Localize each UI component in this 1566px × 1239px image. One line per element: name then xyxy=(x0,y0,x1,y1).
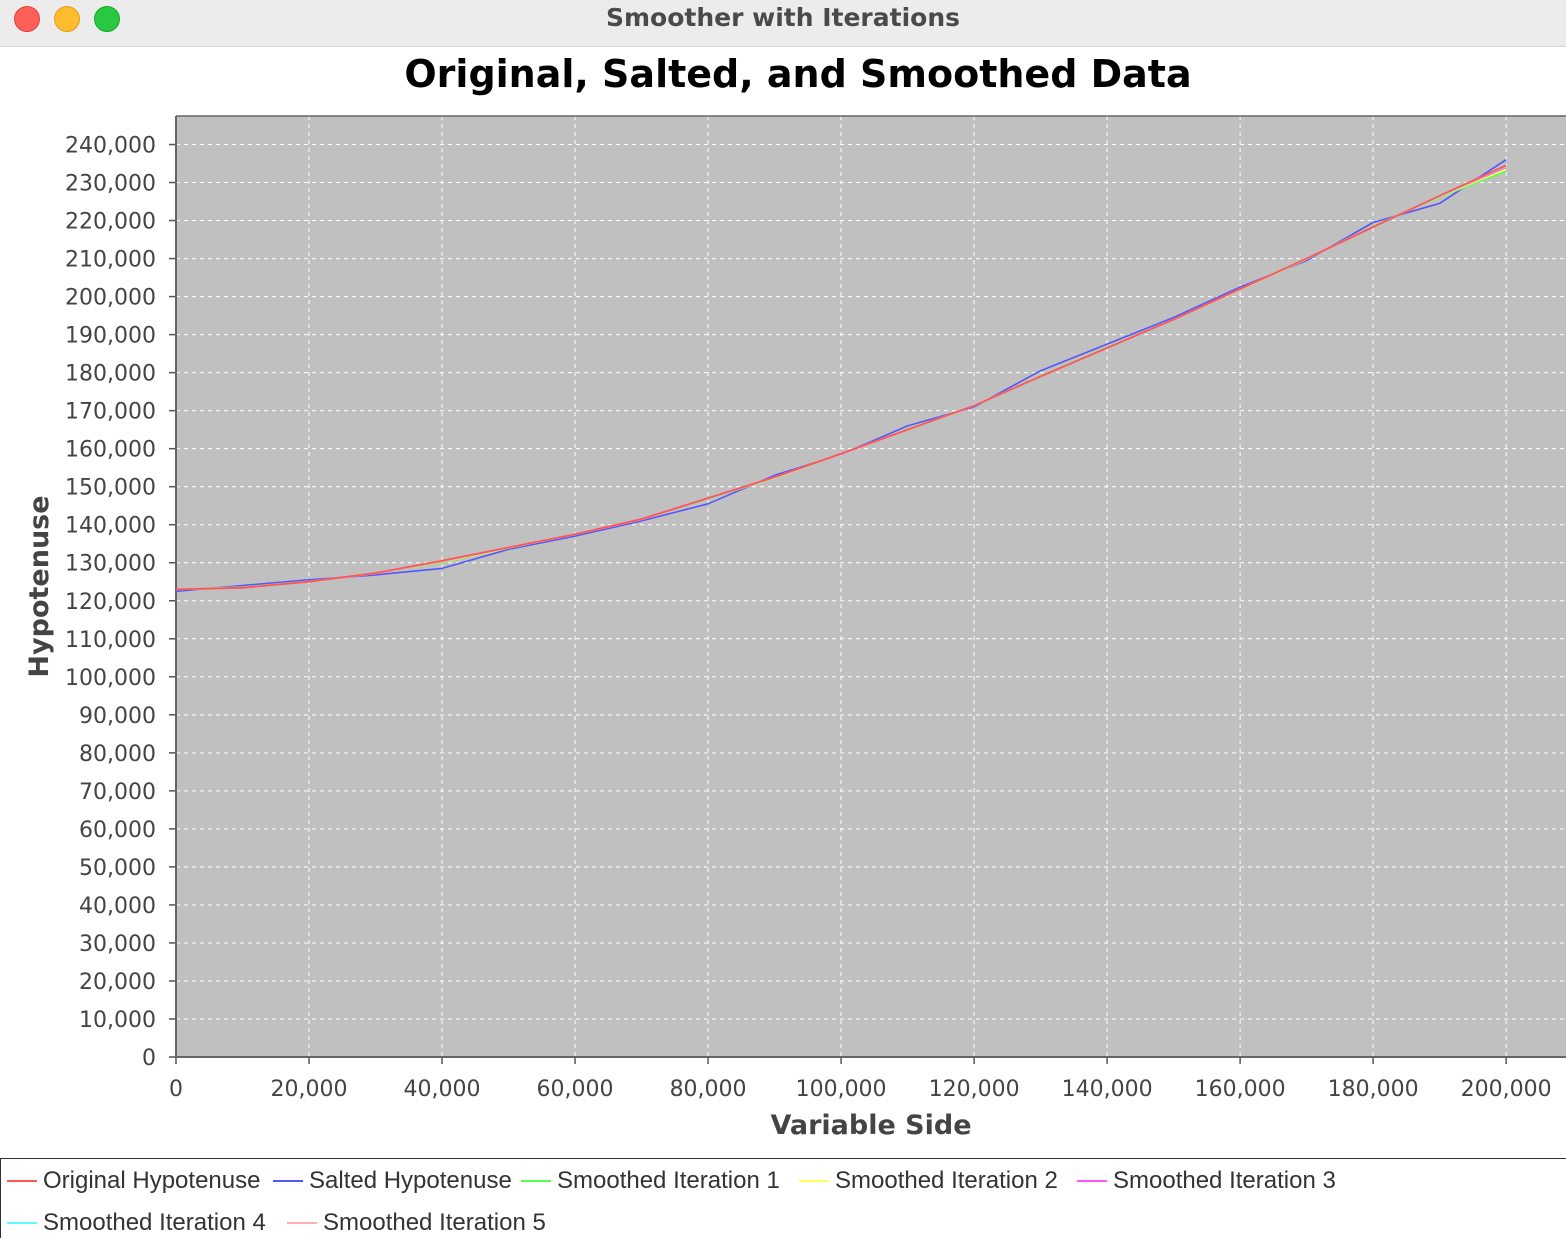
legend-swatch xyxy=(287,1222,317,1224)
y-tick-label: 210,000 xyxy=(65,248,156,273)
legend-item: Original Hypotenuse xyxy=(7,1165,260,1197)
y-tick-label: 160,000 xyxy=(65,438,156,463)
x-tick-label: 40,000 xyxy=(404,1077,481,1102)
y-tick-label: 180,000 xyxy=(65,362,156,387)
y-tick-label: 50,000 xyxy=(79,856,156,881)
legend-label: Original Hypotenuse xyxy=(43,1167,261,1194)
y-tick-label: 200,000 xyxy=(65,286,156,311)
legend-label: Smoothed Iteration 4 xyxy=(43,1209,266,1236)
legend-item: Smoothed Iteration 3 xyxy=(1077,1165,1336,1197)
y-tick-label: 0 xyxy=(142,1046,156,1071)
x-axis-label: Variable Side xyxy=(770,1110,971,1141)
legend-label: Smoothed Iteration 5 xyxy=(323,1209,546,1236)
y-tick-label: 150,000 xyxy=(65,476,156,501)
x-tick-label: 80,000 xyxy=(670,1077,747,1102)
minimize-window-button[interactable] xyxy=(54,6,80,32)
series-line-1 xyxy=(175,164,1507,591)
window-titlebar: Smoother with Iterations xyxy=(0,0,1566,47)
y-tick-label: 40,000 xyxy=(79,894,156,919)
chart-legend: Original Hypotenuse Salted Hypotenuse Smoo… xyxy=(0,1158,1566,1238)
legend-label: Smoothed Iteration 3 xyxy=(1113,1167,1336,1194)
legend-item: Smoothed Iteration 5 xyxy=(287,1207,546,1239)
y-tick-label: 230,000 xyxy=(65,172,156,197)
legend-item: Smoothed Iteration 4 xyxy=(7,1207,266,1239)
legend-label: Salted Hypotenuse xyxy=(309,1167,512,1194)
x-tick-label: 160,000 xyxy=(1195,1077,1286,1102)
legend-item: Smoothed Iteration 2 xyxy=(799,1165,1058,1197)
plot-area xyxy=(176,116,1566,1057)
legend-swatch xyxy=(521,1180,551,1182)
y-tick-label: 170,000 xyxy=(65,400,156,425)
x-tick-label: 60,000 xyxy=(537,1077,614,1102)
y-tick-label: 70,000 xyxy=(79,780,156,805)
y-tick-label: 20,000 xyxy=(79,970,156,995)
legend-label: Smoothed Iteration 1 xyxy=(557,1167,780,1194)
legend-swatch xyxy=(7,1180,37,1182)
y-tick-label: 100,000 xyxy=(65,666,156,691)
maximize-window-button[interactable] xyxy=(94,6,120,32)
close-window-button[interactable] xyxy=(14,6,40,32)
y-tick-label: 90,000 xyxy=(79,704,156,729)
x-tick-label: 140,000 xyxy=(1062,1077,1153,1102)
x-tick-label: 180,000 xyxy=(1328,1077,1419,1102)
legend-swatch xyxy=(799,1180,829,1182)
legend-item: Salted Hypotenuse xyxy=(273,1165,512,1197)
x-tick-label: 0 xyxy=(169,1077,183,1102)
y-tick-label: 120,000 xyxy=(65,590,156,615)
legend-item: Smoothed Iteration 1 xyxy=(521,1165,780,1197)
y-tick-label: 80,000 xyxy=(79,742,156,767)
x-tick-label: 100,000 xyxy=(796,1077,887,1102)
y-axis-label: Hypotenuse xyxy=(24,495,55,677)
chart-title: Original, Salted, and Smoothed Data xyxy=(404,52,1192,96)
legend-swatch xyxy=(7,1222,37,1224)
x-tick-label: 20,000 xyxy=(271,1077,348,1102)
y-tick-label: 220,000 xyxy=(65,210,156,235)
legend-swatch xyxy=(1077,1180,1107,1182)
legend-label: Smoothed Iteration 2 xyxy=(835,1167,1058,1194)
y-tick-label: 140,000 xyxy=(65,514,156,539)
y-tick-label: 110,000 xyxy=(65,628,156,653)
x-tick-label: 200,000 xyxy=(1461,1077,1552,1102)
y-tick-label: 60,000 xyxy=(79,818,156,843)
y-tick-label: 10,000 xyxy=(79,1008,156,1033)
legend-swatch xyxy=(273,1180,303,1182)
y-tick-label: 190,000 xyxy=(65,324,156,349)
window-title: Smoother with Iterations xyxy=(605,3,961,32)
line-chart: 0 10,000 20,000 30,000 40,000 50,000 60,000 70,… xyxy=(24,115,1566,1141)
y-tick-label: 130,000 xyxy=(65,552,156,577)
x-tick-label: 120,000 xyxy=(929,1077,1020,1102)
y-tick-label: 240,000 xyxy=(65,134,156,159)
y-tick-label: 30,000 xyxy=(79,932,156,957)
